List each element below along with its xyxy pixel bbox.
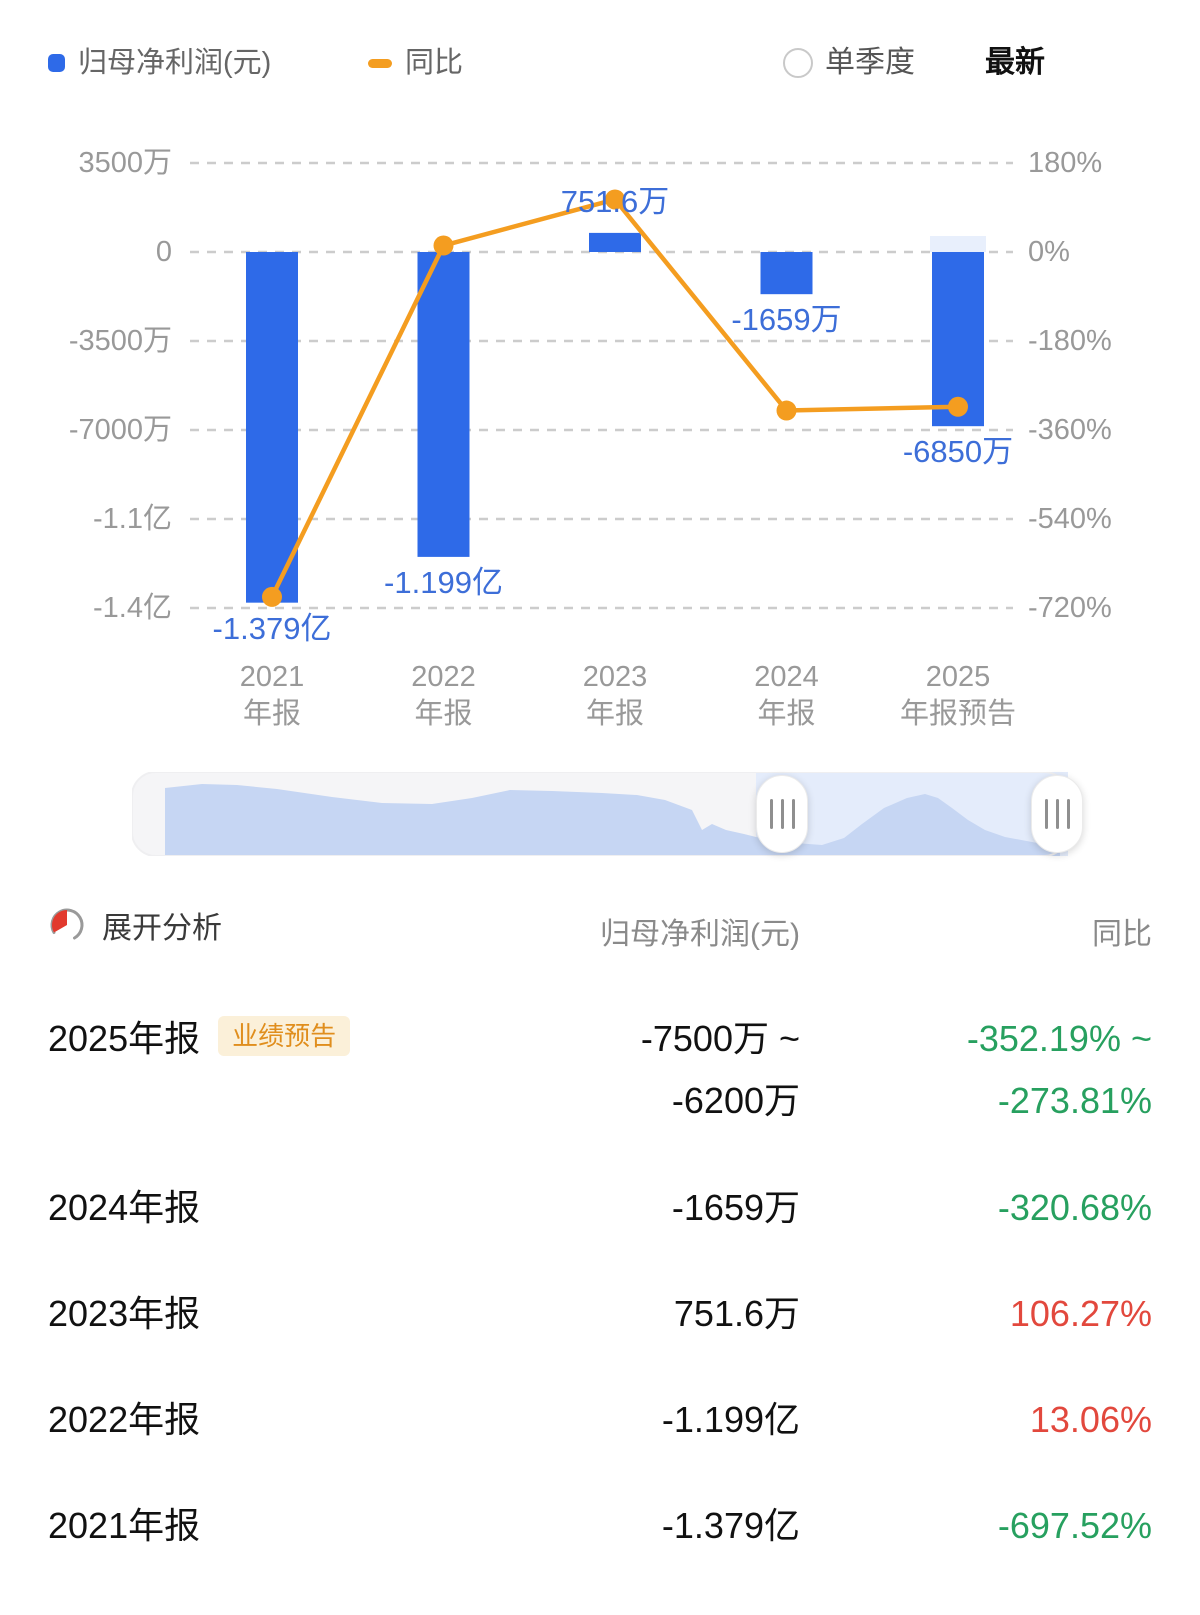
profit-value: -1.199亿 — [661, 1399, 800, 1440]
y-axis-right-tick: -540% — [1028, 503, 1112, 535]
x-axis-label-period: 年报 — [242, 698, 301, 730]
table-row: 2021年报 -1.379亿 -697.52% — [48, 1497, 1152, 1549]
profit-value: -7500万 ~ — [640, 1018, 800, 1059]
yoy-value: 13.06% — [1029, 1399, 1152, 1440]
yoy-value: -273.81% — [997, 1080, 1152, 1121]
datazoom-preview — [132, 772, 1068, 856]
yoy-value: -320.68% — [997, 1187, 1152, 1228]
legend-yoy-label: 同比 — [405, 47, 464, 79]
x-axis-label-year: 2025 — [925, 661, 991, 693]
latest-button[interactable]: 最新 — [985, 46, 1045, 79]
chart-header: 归母净利润(元) 同比 单季度 最新 — [0, 42, 1200, 84]
x-axis-label-year: 2024 — [754, 661, 819, 693]
bar-value-label: -6850万 — [902, 434, 1014, 470]
period-label: 2022年报 — [48, 1399, 201, 1440]
y-axis-left-tick: -1.1亿 — [93, 503, 172, 535]
period-label: 2025年报 — [48, 1018, 201, 1059]
y-axis-left-tick: 0 — [155, 236, 172, 268]
radio-unchecked-icon[interactable] — [783, 48, 813, 78]
period-label: 2021年报 — [48, 1505, 201, 1546]
x-axis-label-period: 年报 — [414, 698, 473, 730]
profit-value: -1.379亿 — [661, 1505, 800, 1546]
legend-item-yoy: 同比 — [368, 42, 463, 84]
x-axis-label-period: 年报 — [757, 698, 816, 730]
pie-chart-icon — [48, 906, 86, 944]
chart-canvas — [190, 161, 1013, 610]
analysis-table: 展开分析 归母净利润(元) 同比 2025年报 业绩预告 -7500万 ~ -3… — [48, 895, 1152, 1595]
y-axis-left-tick: -7000万 — [68, 414, 172, 446]
yoy-value: 106.27% — [1009, 1293, 1152, 1334]
forecast-badge: 业绩预告 — [218, 1016, 351, 1056]
table-row: 2023年报 751.6万 106.27% — [48, 1285, 1152, 1337]
y-axis-right-tick: -720% — [1028, 592, 1112, 624]
y-axis-right-tick: -180% — [1028, 325, 1112, 357]
x-axis-label-year: 2021 — [239, 661, 305, 693]
legend-profit-label: 归母净利润(元) — [78, 47, 272, 79]
line-series-swatch-icon — [368, 58, 392, 68]
y-axis-left-tick: -3500万 — [68, 325, 172, 357]
quarterly-toggle[interactable]: 单季度 — [783, 42, 915, 84]
table-row: 2022年报 -1.199亿 13.06% — [48, 1391, 1152, 1443]
y-axis-left-tick: -1.4亿 — [93, 592, 172, 624]
column-header-yoy: 同比 — [1092, 918, 1152, 951]
profit-value: -1659万 — [671, 1187, 800, 1228]
profit-value: -6200万 — [671, 1080, 800, 1121]
bar-value-label: -1.199亿 — [384, 564, 503, 600]
expand-analysis-button[interactable]: 展开分析 — [102, 912, 222, 945]
yoy-value: -697.52% — [997, 1505, 1152, 1546]
period-label: 2023年报 — [48, 1293, 201, 1334]
y-axis-right-tick: 180% — [1028, 147, 1103, 179]
x-axis-label-period: 年报 — [585, 698, 644, 730]
table-row: 2024年报 -1659万 -320.68% — [48, 1179, 1152, 1231]
column-header-profit: 归母净利润(元) — [600, 918, 800, 951]
x-axis-label-year: 2022 — [411, 661, 476, 693]
y-axis-left-tick: 3500万 — [78, 147, 172, 179]
x-axis-label-year: 2023 — [582, 661, 648, 693]
profit-value: 751.6万 — [673, 1293, 800, 1334]
table-row: 2025年报 业绩预告 -7500万 ~ -352.19% ~ — [48, 1010, 1152, 1062]
profit-chart: 3500万 0 -3500万 -7000万 -1.1亿 -1.4亿 180% 0% -180% -… — [0, 0, 1200, 760]
bar-series-swatch-icon — [48, 54, 65, 72]
datazoom-right-handle[interactable] — [1031, 775, 1083, 853]
legend-item-profit: 归母净利润(元) — [48, 42, 271, 84]
x-axis-label-period: 年报预告 — [899, 698, 1016, 730]
bar-value-label: -1.379亿 — [212, 610, 332, 646]
table-row-continued: -6200万 -273.81% — [48, 1072, 1152, 1124]
bar-value-label: -1659万 — [731, 302, 842, 338]
period-label: 2024年报 — [48, 1187, 201, 1228]
y-axis-right-tick: -360% — [1028, 414, 1112, 446]
table-header-row: 展开分析 归母净利润(元) 同比 — [48, 903, 1152, 953]
yoy-value: -352.19% ~ — [966, 1018, 1152, 1059]
quarterly-label: 单季度 — [825, 46, 915, 79]
bar-value-label: 751.6万 — [560, 183, 670, 219]
y-axis-right-tick: 0% — [1028, 236, 1070, 268]
datazoom-left-handle[interactable] — [756, 775, 808, 853]
